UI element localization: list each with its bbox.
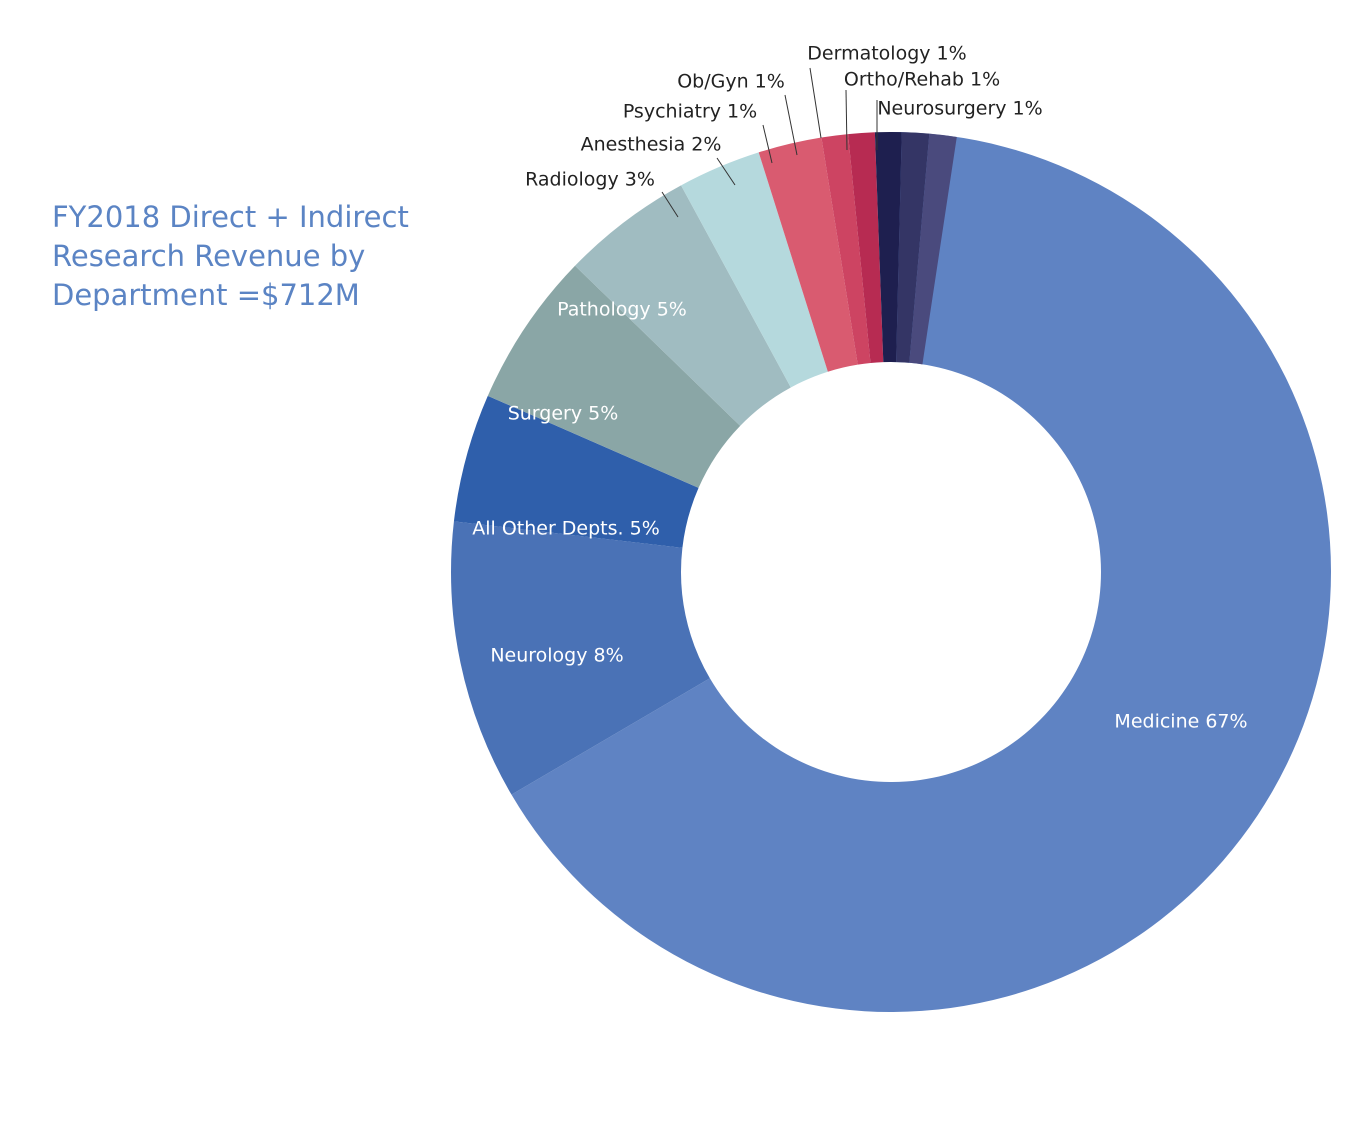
- slice-surgery: [487, 265, 741, 488]
- leader-line: [661, 191, 679, 218]
- slice-neurosurgery: [909, 133, 957, 365]
- slice-label: Neurology 8%: [490, 645, 623, 667]
- leader-line: [716, 157, 736, 186]
- slice-label: Psychiatry 1%: [623, 101, 757, 123]
- slice-label: Ortho/Rehab 1%: [844, 69, 1000, 91]
- slice-ortho-rehab: [896, 132, 930, 363]
- chart-title-line-3: Department =$712M: [52, 278, 360, 312]
- chart-title-line-2: Research Revenue by: [52, 239, 366, 273]
- leader-line: [784, 94, 798, 156]
- slice-anesthesia: [758, 137, 858, 372]
- slice-neurology: [451, 521, 710, 795]
- leader-line: [845, 89, 848, 151]
- slice-pathology: [575, 185, 791, 426]
- slice-ob-gyn: [848, 132, 884, 364]
- chart-title: FY2018 Direct + Indirect Research Revenu…: [52, 198, 452, 315]
- slice-label: Radiology 3%: [525, 169, 655, 191]
- slice-label: Dermatology 1%: [807, 43, 966, 65]
- slice-psychiatry: [821, 134, 871, 365]
- leader-line: [809, 67, 822, 139]
- slice-label: Anesthesia 2%: [581, 134, 722, 156]
- slice-label: Surgery 5%: [508, 403, 619, 425]
- slice-label: Medicine 67%: [1114, 711, 1247, 733]
- slice-label: Pathology 5%: [557, 299, 687, 321]
- slice-label: All Other Depts. 5%: [472, 518, 660, 540]
- slice-label: Ob/Gyn 1%: [677, 71, 785, 93]
- slice-label: Neurosurgery 1%: [877, 98, 1042, 120]
- chart-title-line-1: FY2018 Direct + Indirect: [52, 200, 409, 234]
- slice-medicine: [511, 132, 1331, 1013]
- slice-radiology: [681, 152, 828, 388]
- leader-line: [762, 124, 773, 164]
- slice-dermatology: [874, 131, 902, 363]
- slice-all-other-depts: [453, 395, 699, 548]
